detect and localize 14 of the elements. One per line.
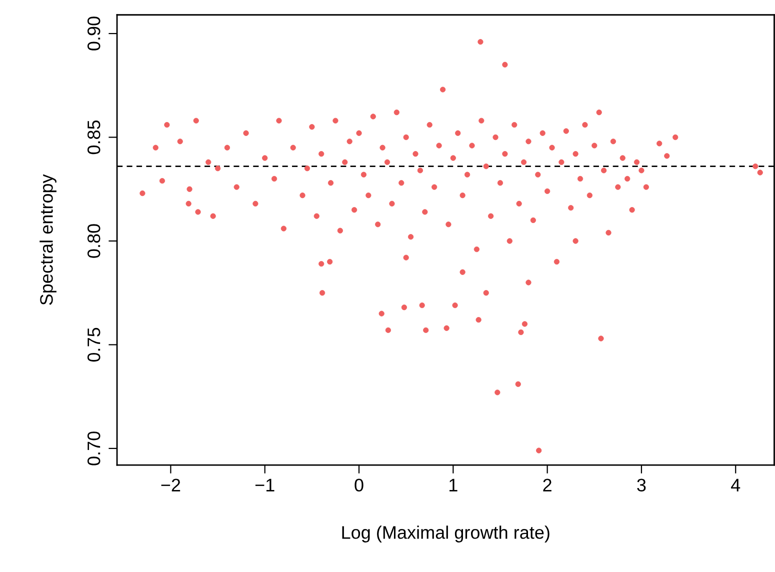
x-tick-label: 0: [354, 478, 364, 492]
x-tick-label: −1: [255, 478, 274, 492]
x-tick-label: −2: [161, 478, 180, 492]
x-tick-label: 2: [543, 478, 552, 492]
x-tick-label: 4: [731, 478, 740, 492]
x-tick-label: 3: [637, 478, 646, 492]
y-tick-label: 0.70: [87, 432, 100, 466]
y-tick-label: 0.90: [87, 16, 100, 50]
x-tick-label: 1: [450, 478, 458, 492]
y-tick-label: 0.80: [87, 224, 100, 258]
y-tick-label: 0.75: [87, 328, 100, 362]
x-axis-title: Log (Maximal growth rate): [342, 526, 550, 542]
y-axis-title: Spectral entropy: [40, 174, 56, 305]
y-tick-label: 0.85: [87, 120, 100, 154]
